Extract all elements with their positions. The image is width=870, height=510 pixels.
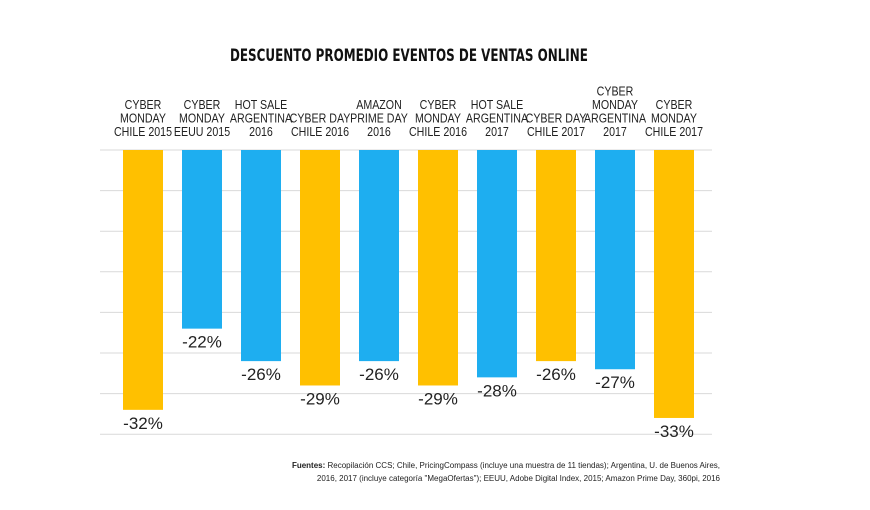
category-label-line: ARGENTINA xyxy=(466,110,528,125)
category-label: CYBER DAY CHILE 2017 xyxy=(526,110,587,139)
category-label: CYBER DAY CHILE 2016 xyxy=(290,110,351,139)
category-label-line: CYBER xyxy=(420,97,457,112)
category-label-line: PRIME DAY xyxy=(350,110,408,125)
bar xyxy=(241,150,281,362)
category-label-line: CYBER xyxy=(597,83,634,98)
bars xyxy=(123,150,694,418)
category-label-line: MONDAY xyxy=(592,97,638,112)
category-label-line: HOT SALE xyxy=(235,97,288,112)
value-label: -32% xyxy=(123,414,163,433)
bar xyxy=(477,150,517,378)
source-note: Fuentes: Recopilación CCS; Chile, Pricin… xyxy=(250,459,720,485)
category-label-line: CHILE 2015 xyxy=(114,124,172,139)
category-label-line: ARGENTINA xyxy=(584,110,646,125)
category-label-line: MONDAY xyxy=(415,110,461,125)
source-line-1: Fuentes: Recopilación CCS; Chile, Pricin… xyxy=(250,459,720,472)
category-label: CYBER MONDAY ARGENTINA 2017 xyxy=(584,83,646,139)
category-label-line: CHILE 2016 xyxy=(409,124,467,139)
category-label-line: 2017 xyxy=(485,124,509,139)
source-text-1: Recopilación CCS; Chile, PricingCompass … xyxy=(325,461,721,470)
category-label-line: MONDAY xyxy=(179,110,225,125)
category-label: CYBER MONDAY CHILE 2015 xyxy=(114,97,172,139)
category-label-line: CHILE 2017 xyxy=(527,124,585,139)
category-label: AMAZON PRIME DAY 2016 xyxy=(350,97,408,139)
category-label-line: AMAZON xyxy=(356,97,402,112)
value-label: -26% xyxy=(536,365,576,384)
category-label-line: CYBER xyxy=(184,97,221,112)
category-label-line: 2016 xyxy=(367,124,391,139)
value-label: -29% xyxy=(418,389,458,408)
value-label: -22% xyxy=(182,333,222,352)
category-label: CYBER MONDAY CHILE 2016 xyxy=(409,97,467,139)
bar xyxy=(182,150,222,329)
category-label-line: CHILE 2017 xyxy=(645,124,703,139)
bar xyxy=(595,150,635,370)
category-label: CYBER MONDAY CHILE 2017 xyxy=(645,97,703,139)
source-line-2: 2016, 2017 (incluye categoría "MegaOfert… xyxy=(316,474,720,483)
category-label-line: CYBER DAY xyxy=(290,110,351,125)
bar xyxy=(300,150,340,386)
category-label-line: 2016 xyxy=(249,124,273,139)
value-label: -26% xyxy=(359,365,399,384)
bar xyxy=(654,150,694,418)
value-label: -33% xyxy=(654,422,694,441)
category-label: HOT SALE ARGENTINA 2017 xyxy=(466,97,528,139)
category-label-line: CYBER xyxy=(125,97,162,112)
value-label: -27% xyxy=(595,373,635,392)
chart-title: DESCUENTO PROMEDIO EVENTOS DE VENTAS ONL… xyxy=(230,46,588,66)
category-label: CYBER MONDAY EEUU 2015 xyxy=(174,97,231,139)
category-label-line: MONDAY xyxy=(651,110,697,125)
category-label-line: EEUU 2015 xyxy=(174,124,231,139)
bar xyxy=(536,150,576,362)
category-label-line: CYBER DAY xyxy=(526,110,587,125)
category-label-line: HOT SALE xyxy=(471,97,524,112)
value-labels: -32% -22% -26% -29% -26% -29% -28% -26% -27% -33% xyxy=(123,333,694,441)
category-label-line: ARGENTINA xyxy=(230,110,292,125)
bar xyxy=(418,150,458,386)
value-label: -29% xyxy=(300,389,340,408)
category-label-line: CHILE 2016 xyxy=(291,124,349,139)
bar xyxy=(123,150,163,410)
category-label-line: 2017 xyxy=(603,124,627,139)
category-label-line: MONDAY xyxy=(120,110,166,125)
bar xyxy=(359,150,399,362)
value-label: -28% xyxy=(477,381,517,400)
category-label: HOT SALE ARGENTINA 2016 xyxy=(230,97,292,139)
category-label-line: CYBER xyxy=(656,97,693,112)
source-label: Fuentes: xyxy=(291,461,326,470)
value-label: -26% xyxy=(241,365,281,384)
